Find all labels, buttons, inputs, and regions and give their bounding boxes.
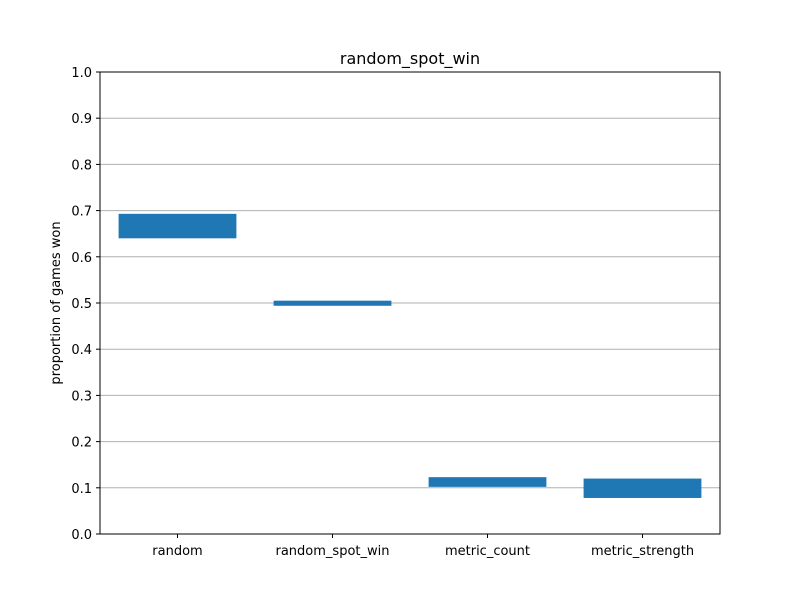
y-axis-label: proportion of games won <box>49 221 64 384</box>
y-tick-label: 0.2 <box>71 436 92 451</box>
bar-random <box>118 213 237 239</box>
gridlines <box>100 117 720 489</box>
bar-metric_strength <box>583 478 702 498</box>
bar-random_spot_win <box>273 300 392 306</box>
x-ticks: random random_spot_win metric_count metric_… <box>152 534 694 559</box>
x-tick-label: random_spot_win <box>276 544 390 559</box>
chart-title: random_spot_win <box>340 49 480 69</box>
y-tick-label: 1.0 <box>71 66 92 81</box>
y-tick-label: 0.9 <box>71 112 92 127</box>
y-ticks: 0.0 0.1 0.2 0.3 0.4 0.5 0.6 0.7 0.8 0.9 1.0 <box>71 66 100 543</box>
y-tick-label: 0.8 <box>71 158 92 173</box>
y-tick-label: 0.6 <box>71 251 92 266</box>
y-tick-label: 0.1 <box>71 482 92 497</box>
bars <box>118 213 702 498</box>
x-tick-label: random <box>152 544 202 559</box>
y-tick-label: 0.3 <box>71 389 92 404</box>
y-tick-label: 0.4 <box>71 343 92 358</box>
bar-metric_count <box>428 477 547 487</box>
y-tick-label: 0.5 <box>71 297 92 312</box>
y-tick-label: 0.0 <box>71 528 92 543</box>
x-tick-label: metric_strength <box>591 544 694 559</box>
x-tick-label: metric_count <box>445 544 530 559</box>
y-tick-label: 0.7 <box>71 205 92 220</box>
